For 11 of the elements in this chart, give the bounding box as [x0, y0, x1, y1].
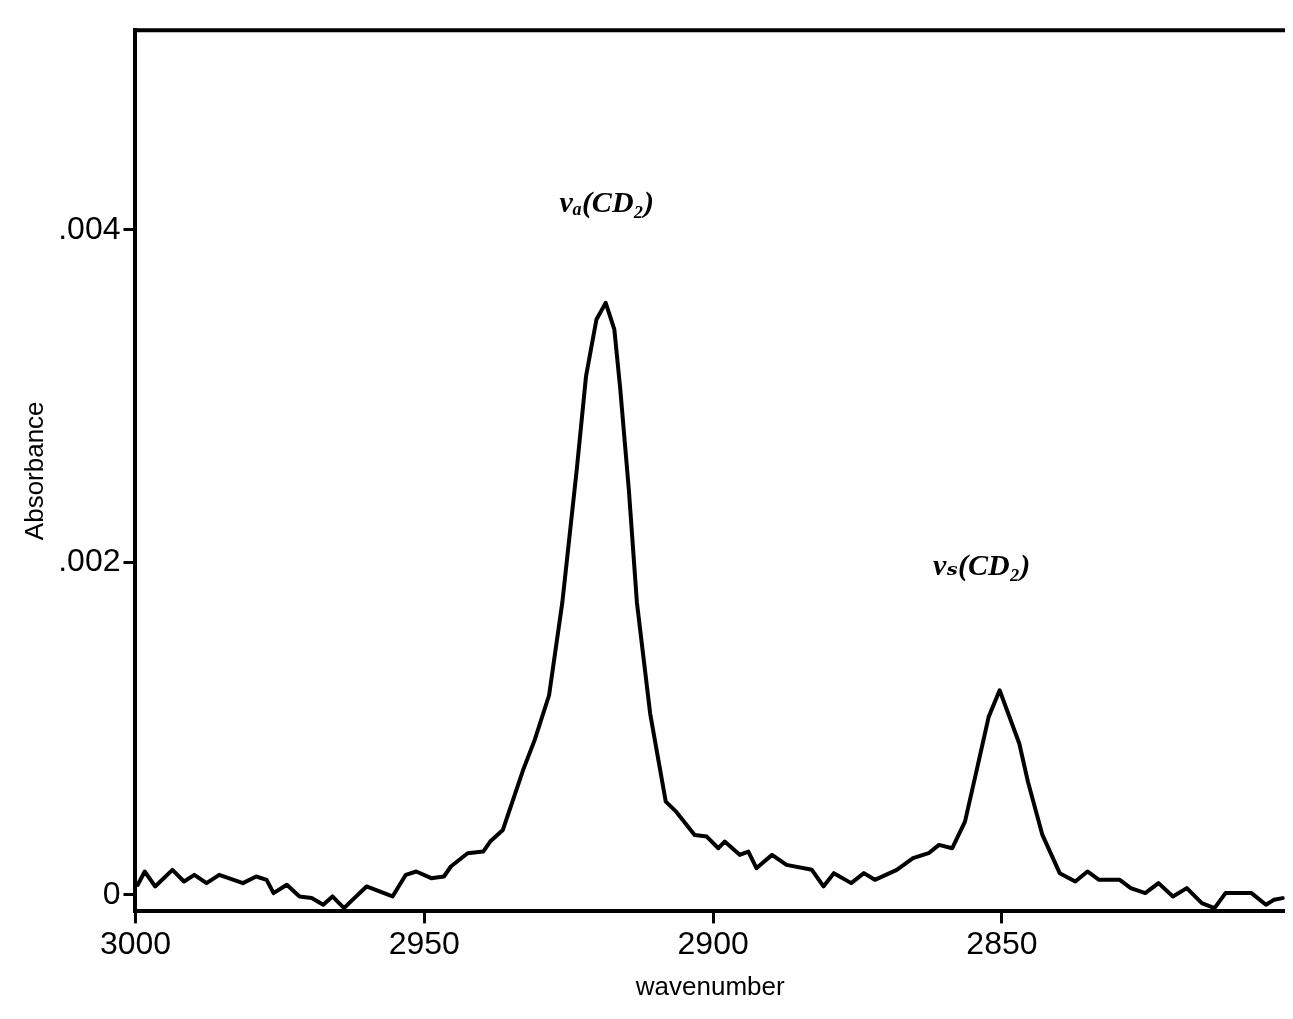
y-tick-label: .004 — [58, 209, 121, 246]
x-tick-label: 2900 — [677, 925, 749, 962]
annotation: νₐ(CD₂) — [559, 184, 654, 219]
x-tick-label: 2850 — [966, 925, 1038, 962]
y-tick-label: .002 — [58, 542, 121, 579]
y-axis-title: Absorbance — [18, 401, 49, 541]
x-tick-label: 3000 — [99, 925, 172, 962]
y-tick-label: 0 — [102, 874, 121, 911]
x-axis-title: wavenumber — [634, 970, 786, 1001]
annotation: νₛ(CD₂) — [932, 547, 1031, 582]
x-tick-label: 2950 — [388, 925, 460, 962]
